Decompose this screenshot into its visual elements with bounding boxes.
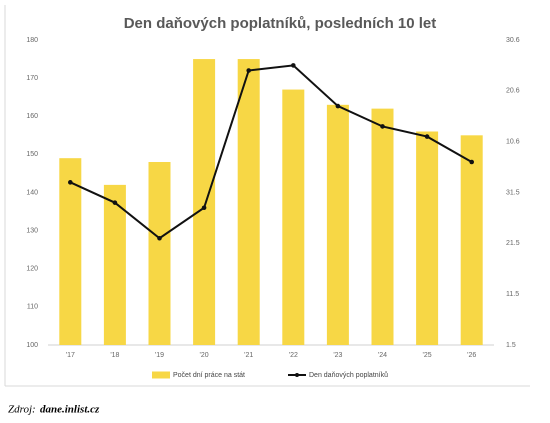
line-marker	[112, 200, 118, 205]
legend-label: Počet dní práce na stát	[173, 372, 245, 379]
bar	[416, 131, 439, 345]
bar	[103, 184, 126, 345]
x-tick-label: '17	[66, 352, 75, 359]
y-tick-label: 130	[26, 227, 38, 234]
y2-tick-label: 31.5	[506, 189, 520, 196]
y2-tick-label: 10.6	[506, 139, 520, 146]
y-tick-label: 140	[26, 189, 38, 196]
y-tick-label: 120	[26, 266, 38, 273]
source: dane.inlist.cz	[40, 404, 100, 416]
y-tick-label: 110	[27, 304, 38, 311]
x-tick-label: '21	[244, 352, 253, 359]
x-tick-label: '22	[289, 352, 298, 359]
line-marker	[380, 124, 385, 129]
x-tick-label: '23	[333, 352, 342, 359]
x-tick-label: '26	[467, 352, 476, 359]
bar	[237, 59, 260, 345]
bar	[460, 135, 483, 345]
bar	[282, 89, 305, 345]
bar	[326, 104, 349, 345]
x-tick-label: '19	[155, 352, 164, 359]
line-marker	[424, 134, 430, 139]
bar	[193, 59, 216, 345]
y-tick-label: 100	[26, 342, 38, 349]
legend-swatch	[152, 371, 170, 379]
line-marker	[157, 235, 162, 241]
legend-swatch	[295, 373, 299, 377]
y-tick-label: 150	[26, 151, 38, 158]
line	[69, 64, 473, 240]
y-tick-label: 160	[26, 113, 38, 120]
y-tick-label: 180	[26, 37, 38, 44]
x-tick-label: '18	[110, 352, 119, 359]
y2-tick-label: 20.6	[506, 88, 520, 95]
line-marker	[68, 180, 73, 185]
y-tick-label: 170	[26, 75, 38, 82]
bar	[59, 158, 82, 345]
line-marker	[246, 68, 251, 73]
bar	[148, 162, 171, 345]
line-marker	[469, 159, 475, 165]
line-marker	[335, 103, 341, 109]
bar	[371, 108, 394, 345]
y2-tick-label: 11.5	[506, 291, 519, 298]
x-tick-label: '24	[378, 352, 387, 359]
line-marker	[291, 63, 296, 68]
source-label: Zdroj:	[8, 404, 36, 416]
y2-tick-label: 1.5	[506, 342, 516, 349]
y2-tick-label: 21.5	[506, 240, 520, 247]
x-tick-label: '25	[423, 352, 432, 359]
line-marker	[201, 205, 207, 211]
y2-tick-label: 30.6	[506, 37, 520, 44]
x-tick-label: '20	[200, 352, 209, 359]
legend-label: Den daňových poplatníků	[309, 371, 388, 379]
chart-title: Den daňových poplatníků, posledních 10 l…	[124, 15, 437, 32]
